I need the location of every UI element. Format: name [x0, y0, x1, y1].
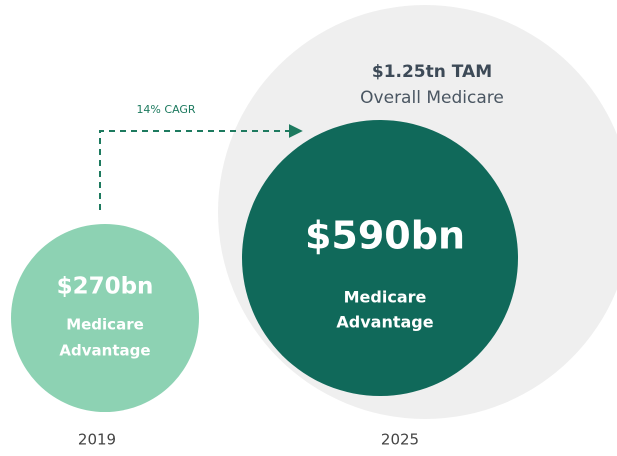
future-circle [242, 120, 518, 396]
past-circle [11, 224, 199, 412]
growth-label: 14% CAGR [136, 103, 195, 116]
future-year: 2025 [381, 431, 419, 449]
past-value: $270bn [57, 274, 154, 300]
total-market-label: Overall Medicare [360, 88, 504, 108]
past-label-line: Advantage [59, 342, 150, 360]
future-label-line: Medicare [344, 288, 427, 307]
past-label-line: Medicare [66, 316, 144, 334]
future-label-line: Advantage [336, 313, 433, 332]
future-value: $590bn [305, 214, 465, 258]
past-year: 2019 [78, 431, 116, 449]
total-market-value: $1.25tn TAM [372, 62, 492, 82]
growth-arrow [99, 124, 303, 210]
